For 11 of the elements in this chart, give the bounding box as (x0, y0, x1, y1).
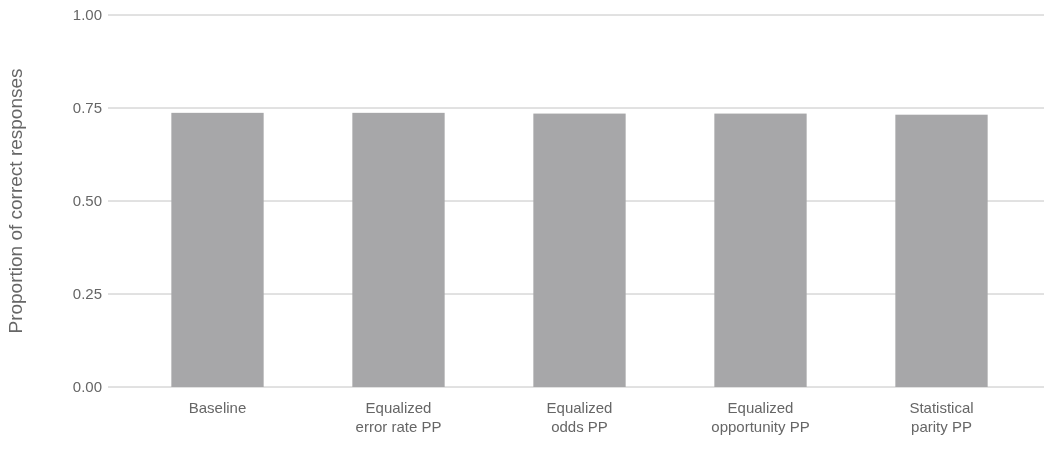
y-tick-label: 0.25 (72, 285, 102, 303)
x-tick-label: Equalized error rate PP (355, 399, 442, 435)
y-tick-label: 0.75 (72, 99, 102, 117)
y-tick-label: 0.50 (72, 192, 102, 210)
x-tick-label: Baseline (188, 399, 247, 416)
y-tick-label: 1.00 (72, 6, 102, 24)
y-axis-title: Proportion of correct responses (5, 68, 26, 334)
y-tick-label: 0.00 (72, 378, 102, 396)
x-tick-label: Equalized opportunity PP (711, 399, 810, 435)
x-tick-label: Equalized odds PP (546, 399, 613, 435)
x-tick-label: Statistical parity PP (909, 399, 974, 435)
